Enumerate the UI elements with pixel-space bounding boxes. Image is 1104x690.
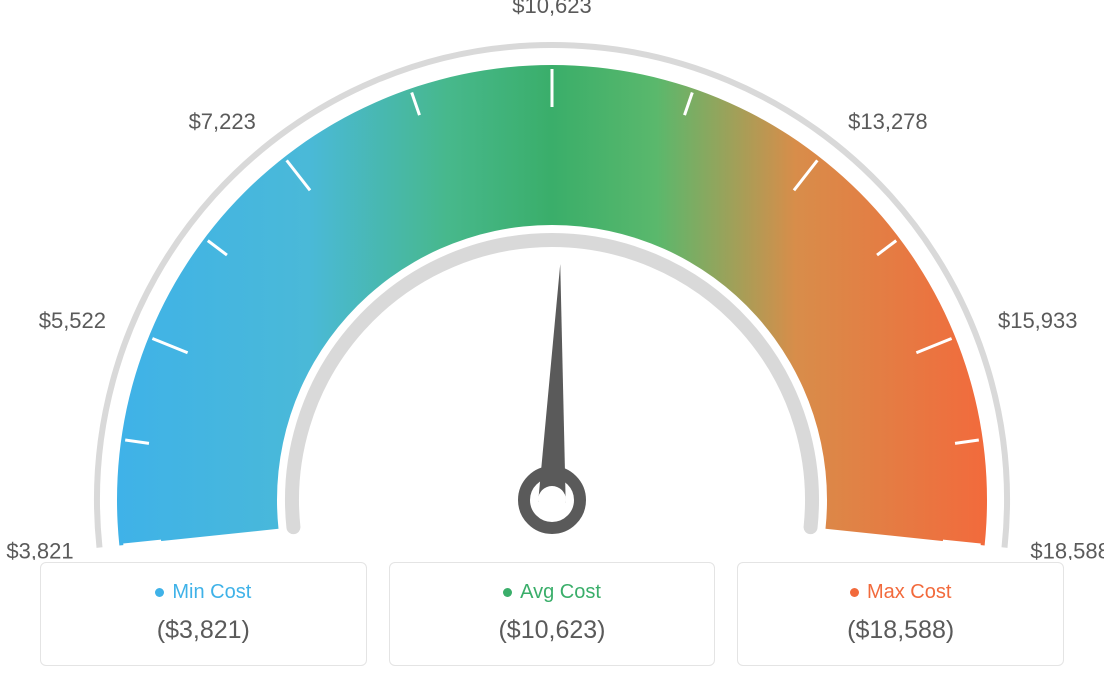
avg-cost-value: ($10,623) [406, 616, 699, 645]
avg-cost-card: Avg Cost ($10,623) [389, 562, 716, 666]
avg-cost-dot-icon [503, 588, 512, 597]
gauge-scale-label: $15,933 [998, 308, 1078, 333]
gauge-svg: $3,821 $5,522 $7,223 $10,623 $13,278 $15,933 $… [0, 0, 1104, 560]
min-cost-card: Min Cost ($3,821) [40, 562, 367, 666]
gauge-scale-label: $18,588 [1030, 538, 1104, 560]
gauge-scale-label: $13,278 [848, 109, 928, 134]
gauge-scale-label: $5,522 [39, 308, 106, 333]
gauge-scale-label: $3,821 [6, 538, 73, 560]
avg-cost-title-row: Avg Cost [406, 581, 699, 604]
min-cost-dot-icon [155, 588, 164, 597]
summary-cards: Min Cost ($3,821) Avg Cost ($10,623) Max… [40, 562, 1064, 666]
avg-cost-label: Avg Cost [520, 581, 601, 604]
min-cost-title-row: Min Cost [57, 581, 350, 604]
max-cost-label: Max Cost [867, 581, 951, 604]
max-cost-card: Max Cost ($18,588) [737, 562, 1064, 666]
gauge-scale-label: $7,223 [189, 109, 256, 134]
max-cost-value: ($18,588) [754, 616, 1047, 645]
min-cost-value: ($3,821) [57, 616, 350, 645]
max-cost-title-row: Max Cost [754, 581, 1047, 604]
gauge-needle-hub-inner [538, 486, 566, 514]
gauge-scale-label: $10,623 [512, 0, 592, 18]
min-cost-label: Min Cost [172, 581, 251, 604]
max-cost-dot-icon [850, 588, 859, 597]
cost-gauge-chart: $3,821 $5,522 $7,223 $10,623 $13,278 $15,933 $… [0, 0, 1104, 690]
